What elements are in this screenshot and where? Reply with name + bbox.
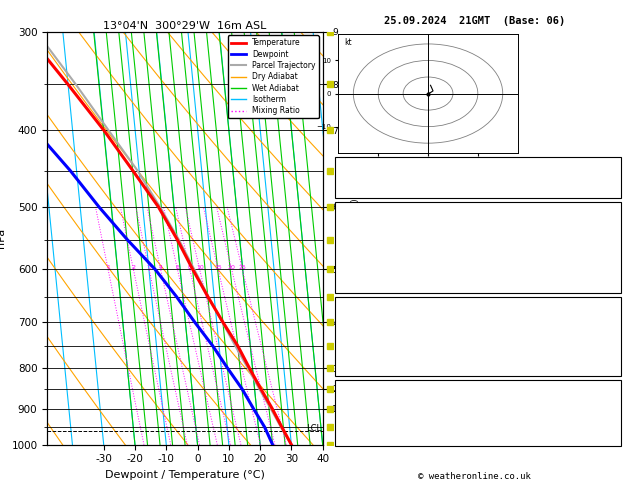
Text: CIN (J)      0: CIN (J) 0 bbox=[338, 280, 419, 289]
Text: Surface: Surface bbox=[338, 204, 408, 213]
Text: LCL: LCL bbox=[306, 424, 322, 433]
Text: 6: 6 bbox=[175, 265, 179, 270]
Text: 15: 15 bbox=[214, 265, 222, 270]
Text: PW (cm)       5.38: PW (cm) 5.38 bbox=[338, 185, 442, 194]
Text: Temp (°C)      30: Temp (°C) 30 bbox=[338, 217, 436, 226]
Title: 13°04'N  300°29'W  16m ASL: 13°04'N 300°29'W 16m ASL bbox=[103, 21, 267, 31]
Text: CIN (J)      0: CIN (J) 0 bbox=[338, 363, 419, 372]
Text: CAPE (J)     1689: CAPE (J) 1689 bbox=[338, 267, 436, 277]
Y-axis label: km
ASL: km ASL bbox=[341, 229, 362, 247]
Text: Dewp (°C)      24: Dewp (°C) 24 bbox=[338, 229, 436, 239]
Text: Most Unstable: Most Unstable bbox=[338, 299, 425, 309]
Text: θᴄ (K)        358: θᴄ (K) 358 bbox=[338, 325, 436, 334]
Text: 2: 2 bbox=[131, 265, 135, 270]
Text: EH           -3: EH -3 bbox=[338, 395, 425, 404]
Text: © weatheronline.co.uk: © weatheronline.co.uk bbox=[418, 472, 532, 481]
X-axis label: Dewpoint / Temperature (°C): Dewpoint / Temperature (°C) bbox=[105, 470, 265, 480]
Text: 3: 3 bbox=[147, 265, 151, 270]
Y-axis label: hPa: hPa bbox=[0, 228, 6, 248]
Text: θᴄ(K)         358: θᴄ(K) 358 bbox=[338, 242, 436, 251]
Text: 1: 1 bbox=[106, 265, 110, 270]
Text: Mixing Ratio (g/kg): Mixing Ratio (g/kg) bbox=[351, 198, 360, 278]
Text: Lifted Index -7: Lifted Index -7 bbox=[338, 255, 425, 264]
Text: 4: 4 bbox=[159, 265, 163, 270]
Text: Totals Totals 46: Totals Totals 46 bbox=[338, 172, 430, 181]
Text: Lifted Index -7: Lifted Index -7 bbox=[338, 337, 425, 347]
Text: Hodograph: Hodograph bbox=[338, 382, 408, 391]
Text: SREH         -3: SREH -3 bbox=[338, 407, 425, 417]
Text: Pressure (mb) 1008: Pressure (mb) 1008 bbox=[338, 312, 442, 321]
Text: K             34: K 34 bbox=[338, 159, 430, 169]
Text: StmDir       108°: StmDir 108° bbox=[338, 420, 436, 429]
Text: 10: 10 bbox=[196, 265, 204, 270]
Text: 25: 25 bbox=[238, 265, 247, 270]
Text: CAPE (J)     1689: CAPE (J) 1689 bbox=[338, 350, 436, 359]
Text: kt: kt bbox=[344, 37, 352, 47]
Legend: Temperature, Dewpoint, Parcel Trajectory, Dry Adiabat, Wet Adiabat, Isotherm, Mi: Temperature, Dewpoint, Parcel Trajectory… bbox=[228, 35, 319, 118]
Text: 25.09.2024  21GMT  (Base: 06): 25.09.2024 21GMT (Base: 06) bbox=[384, 16, 565, 26]
Text: 20: 20 bbox=[228, 265, 236, 270]
Text: 8: 8 bbox=[188, 265, 192, 270]
Text: StmSpd (kt)  6: StmSpd (kt) 6 bbox=[338, 433, 419, 442]
